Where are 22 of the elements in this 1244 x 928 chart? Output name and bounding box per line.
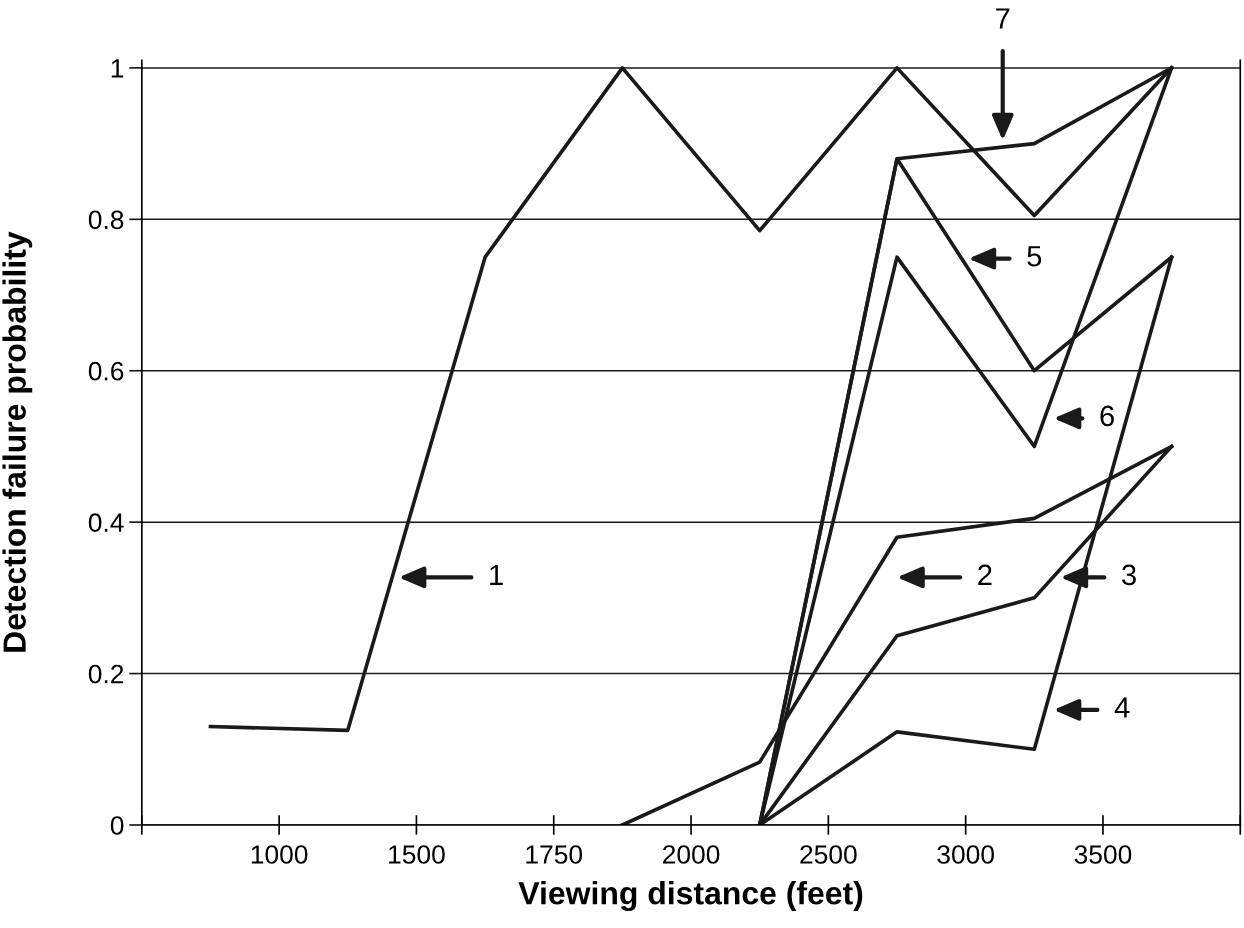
annotation: 2	[978, 564, 992, 585]
y-tick-label: 1	[111, 59, 124, 78]
text: 1000	[251, 845, 308, 864]
y-tick-label: 0	[110, 816, 124, 835]
y-axis-title: Detection failure probability	[2, 231, 33, 652]
text: 3500	[1074, 845, 1132, 864]
y-tick-label: 0.6	[88, 361, 124, 381]
annotation: 5	[1027, 246, 1042, 267]
annotation: 3	[1122, 564, 1136, 586]
annotation: 4	[1114, 697, 1130, 718]
text: 1750	[526, 845, 583, 864]
annotation: 6	[1100, 405, 1114, 427]
x-axis-title: Viewing distance (feet)	[518, 881, 863, 912]
annotation: 1	[490, 564, 503, 585]
text: 1500	[389, 845, 445, 864]
text: 3000	[937, 845, 994, 864]
y-tick-label: 0.8	[88, 210, 124, 230]
text: 7	[996, 8, 1010, 29]
text: 2000	[663, 845, 720, 864]
y-tick-label: 0.2	[88, 664, 124, 684]
text: 2500	[800, 845, 857, 864]
y-tick-label: 0.4	[88, 513, 124, 532]
